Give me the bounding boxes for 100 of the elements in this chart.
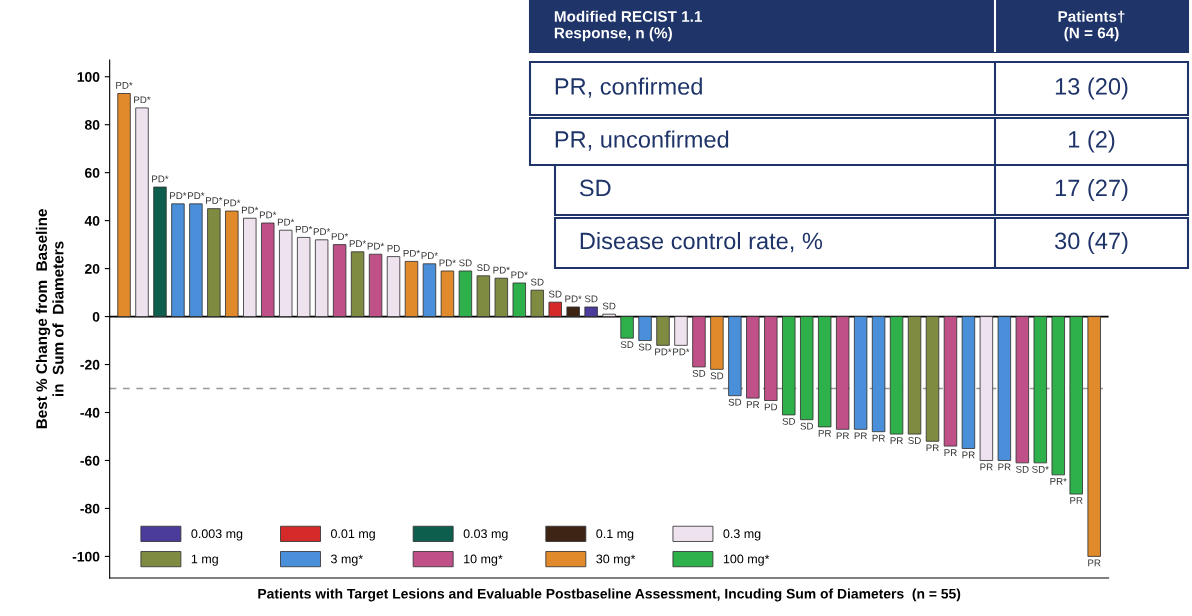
bar <box>907 316 922 435</box>
bar <box>440 270 455 317</box>
bar <box>638 316 652 341</box>
text: PR <box>998 463 1011 471</box>
text: PD* <box>331 233 349 240</box>
bar <box>710 316 724 370</box>
x-axis-title: Patients with Target Lesions and Evaluable Postbaseline Assessment, Incuding Sum of Diameters (n = 55) <box>258 588 961 602</box>
bar <box>153 186 167 317</box>
bar <box>279 229 293 317</box>
bar <box>835 316 850 430</box>
bar <box>332 244 347 317</box>
text: PR <box>926 444 939 452</box>
text: SD <box>602 302 616 310</box>
bar <box>135 107 149 317</box>
legend-label: 10 mg* <box>464 554 503 566</box>
y-tick-label: 80 <box>84 120 100 130</box>
text: PD* <box>421 252 438 260</box>
text: SD <box>638 343 652 351</box>
bar <box>817 316 832 428</box>
legend-label: 3 mg* <box>330 554 363 566</box>
text: SD <box>548 290 562 298</box>
annotation: SD <box>579 179 611 197</box>
bar <box>296 237 311 317</box>
text: PD* <box>565 295 582 303</box>
y-tick-label: -20 <box>80 359 100 370</box>
bar <box>584 306 598 317</box>
bar <box>171 203 185 317</box>
text: PD* <box>134 96 151 104</box>
y-tick-label: -100 <box>72 551 100 562</box>
text: PD* <box>188 192 205 200</box>
legend-label: 1 mg <box>191 554 218 566</box>
legend-label: 30 mg* <box>596 554 636 566</box>
text: PD* <box>349 240 367 248</box>
bar <box>889 316 904 435</box>
bar <box>800 316 814 421</box>
text: SD <box>620 341 634 349</box>
text: PD* <box>259 211 277 219</box>
text: SD <box>530 278 544 286</box>
text: PR <box>1070 497 1083 504</box>
bar <box>979 316 994 461</box>
bar <box>1087 316 1101 557</box>
text: PR <box>818 430 831 437</box>
text: SD <box>728 398 742 406</box>
text: PR <box>872 434 885 442</box>
y-tick-label: 20 <box>84 263 100 274</box>
bar <box>656 316 670 346</box>
text: PR <box>944 449 957 456</box>
bar <box>476 275 491 317</box>
bar <box>117 93 131 317</box>
text: PD* <box>655 348 672 356</box>
bar <box>243 217 257 317</box>
text: PR <box>890 437 903 444</box>
bar <box>530 289 544 317</box>
text: SD <box>1016 465 1029 473</box>
bar <box>1051 316 1065 476</box>
bar <box>782 316 796 416</box>
legend-label: 0.1 mg <box>596 529 634 541</box>
y-tick-label: 40 <box>84 215 100 226</box>
bar <box>943 316 958 447</box>
text: SD <box>584 295 598 303</box>
text: PR <box>1088 559 1101 567</box>
bar <box>404 260 419 317</box>
annotation: PR, confirmed <box>555 77 702 98</box>
text: SD <box>710 372 724 380</box>
bar <box>961 316 976 449</box>
text: PD* <box>511 271 528 279</box>
text: PR <box>836 432 849 440</box>
bar <box>422 263 437 317</box>
y-tick-label: -80 <box>80 503 100 514</box>
text: PD* <box>277 218 295 226</box>
text: SD <box>459 259 472 267</box>
bar <box>261 222 275 317</box>
bar <box>1033 316 1047 464</box>
annotation: 13 (20) <box>1055 77 1128 100</box>
text: PD* <box>313 228 331 236</box>
bar <box>225 210 239 317</box>
legend-label: 0.01 mg <box>330 529 375 541</box>
y-tick-label: 0 <box>92 311 100 322</box>
bar <box>853 316 868 430</box>
y-tick-label: -60 <box>80 455 100 466</box>
bar <box>314 239 329 317</box>
text: PD* <box>170 192 187 200</box>
text: SD <box>782 417 796 425</box>
legend-label: 0.03 mg <box>463 529 508 541</box>
bar <box>746 316 760 399</box>
text: PD* <box>439 259 456 267</box>
bar <box>925 316 940 442</box>
bar <box>728 316 742 397</box>
text: PD* <box>152 175 169 183</box>
annotation: 1 (2) <box>1069 130 1115 153</box>
bar <box>764 316 778 401</box>
bar <box>494 277 509 317</box>
bar <box>548 301 562 317</box>
legend-label: 100 mg* <box>723 554 770 566</box>
text: SD <box>800 422 814 430</box>
text: PD* <box>295 225 313 233</box>
y-axis-title: Best % Change from Baseline in Sum of Diameters <box>35 209 64 429</box>
bar <box>602 313 616 317</box>
bar <box>674 316 688 346</box>
text: PD* <box>403 249 420 257</box>
